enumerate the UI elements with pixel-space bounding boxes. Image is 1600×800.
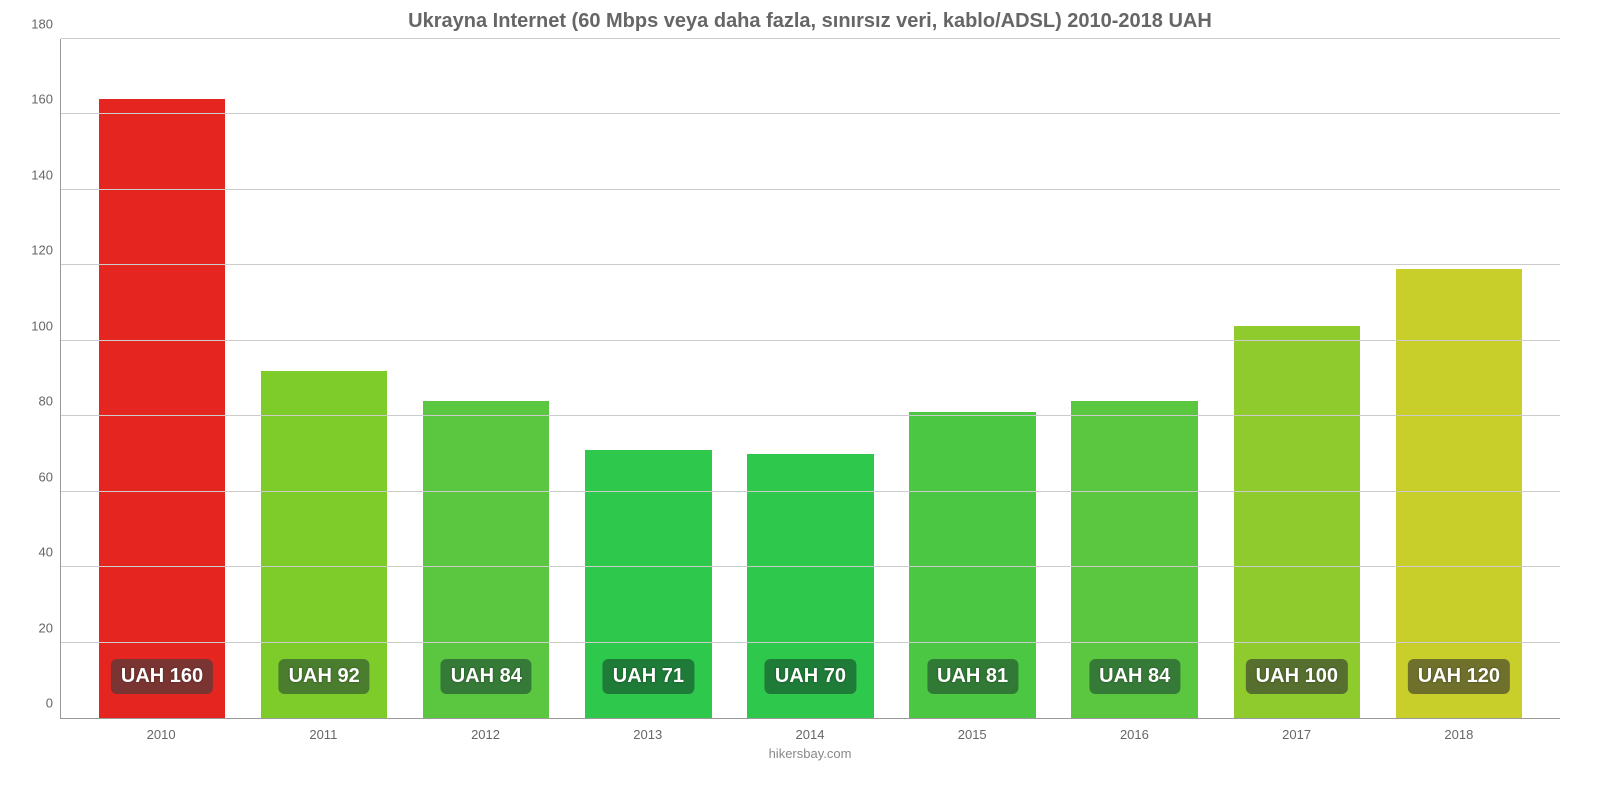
gridline xyxy=(61,264,1560,265)
y-tick-label: 160 xyxy=(13,92,53,107)
y-tick-label: 80 xyxy=(13,394,53,409)
gridline xyxy=(61,113,1560,114)
bar-slot: UAH 120 xyxy=(1378,39,1540,718)
chart-title: Ukrayna Internet (60 Mbps veya daha fazl… xyxy=(60,10,1560,33)
bar-slot: UAH 100 xyxy=(1216,39,1378,718)
bar-slot: UAH 71 xyxy=(567,39,729,718)
bar: UAH 70 xyxy=(747,454,873,718)
bars-row: UAH 160 UAH 92 UAH 84 UAH 71 UAH 70 UAH 81 UAH… xyxy=(61,39,1560,718)
gridline xyxy=(61,491,1560,492)
y-tick-label: 40 xyxy=(13,545,53,560)
bar: UAH 84 xyxy=(1071,401,1197,718)
gridline xyxy=(61,642,1560,643)
bar: UAH 120 xyxy=(1396,269,1522,718)
x-tick-label: 2018 xyxy=(1378,727,1540,742)
bar-slot: UAH 92 xyxy=(243,39,405,718)
x-tick-label: 2011 xyxy=(242,727,404,742)
bar-slot: UAH 70 xyxy=(729,39,891,718)
credit-text: hikersbay.com xyxy=(60,746,1560,761)
x-tick-label: 2014 xyxy=(729,727,891,742)
bar-value-label: UAH 71 xyxy=(603,659,694,694)
x-tick-label: 2010 xyxy=(80,727,242,742)
bar-value-label: UAH 100 xyxy=(1246,659,1348,694)
y-tick-label: 20 xyxy=(13,620,53,635)
gridline xyxy=(61,38,1560,39)
bar-slot: UAH 160 xyxy=(81,39,243,718)
bar: UAH 92 xyxy=(261,371,387,718)
x-tick-label: 2013 xyxy=(567,727,729,742)
bar-value-label: UAH 81 xyxy=(927,659,1018,694)
x-tick-label: 2016 xyxy=(1053,727,1215,742)
y-tick-label: 60 xyxy=(13,469,53,484)
gridline xyxy=(61,566,1560,567)
bar-value-label: UAH 84 xyxy=(441,659,532,694)
y-tick-label: 180 xyxy=(13,17,53,32)
bar-value-label: UAH 70 xyxy=(765,659,856,694)
y-tick-label: 140 xyxy=(13,167,53,182)
x-axis-labels: 201020112012201320142015201620172018 xyxy=(60,719,1560,742)
bar-slot: UAH 84 xyxy=(1054,39,1216,718)
x-tick-label: 2012 xyxy=(404,727,566,742)
gridline xyxy=(61,189,1560,190)
y-tick-label: 100 xyxy=(13,318,53,333)
bar-slot: UAH 81 xyxy=(892,39,1054,718)
bar-slot: UAH 84 xyxy=(405,39,567,718)
x-tick-label: 2015 xyxy=(891,727,1053,742)
gridline xyxy=(61,415,1560,416)
bar-value-label: UAH 84 xyxy=(1089,659,1180,694)
chart-container: Ukrayna Internet (60 Mbps veya daha fazl… xyxy=(0,0,1600,800)
y-tick-label: 120 xyxy=(13,243,53,258)
bar: UAH 84 xyxy=(423,401,549,718)
plot-area: UAH 160 UAH 92 UAH 84 UAH 71 UAH 70 UAH 81 UAH… xyxy=(60,39,1560,719)
gridline xyxy=(61,340,1560,341)
bar: UAH 100 xyxy=(1234,326,1360,718)
x-tick-label: 2017 xyxy=(1216,727,1378,742)
bar-value-label: UAH 120 xyxy=(1408,659,1510,694)
bar: UAH 160 xyxy=(99,99,225,718)
bar-value-label: UAH 160 xyxy=(111,659,213,694)
y-tick-label: 0 xyxy=(13,696,53,711)
bar-value-label: UAH 92 xyxy=(279,659,370,694)
